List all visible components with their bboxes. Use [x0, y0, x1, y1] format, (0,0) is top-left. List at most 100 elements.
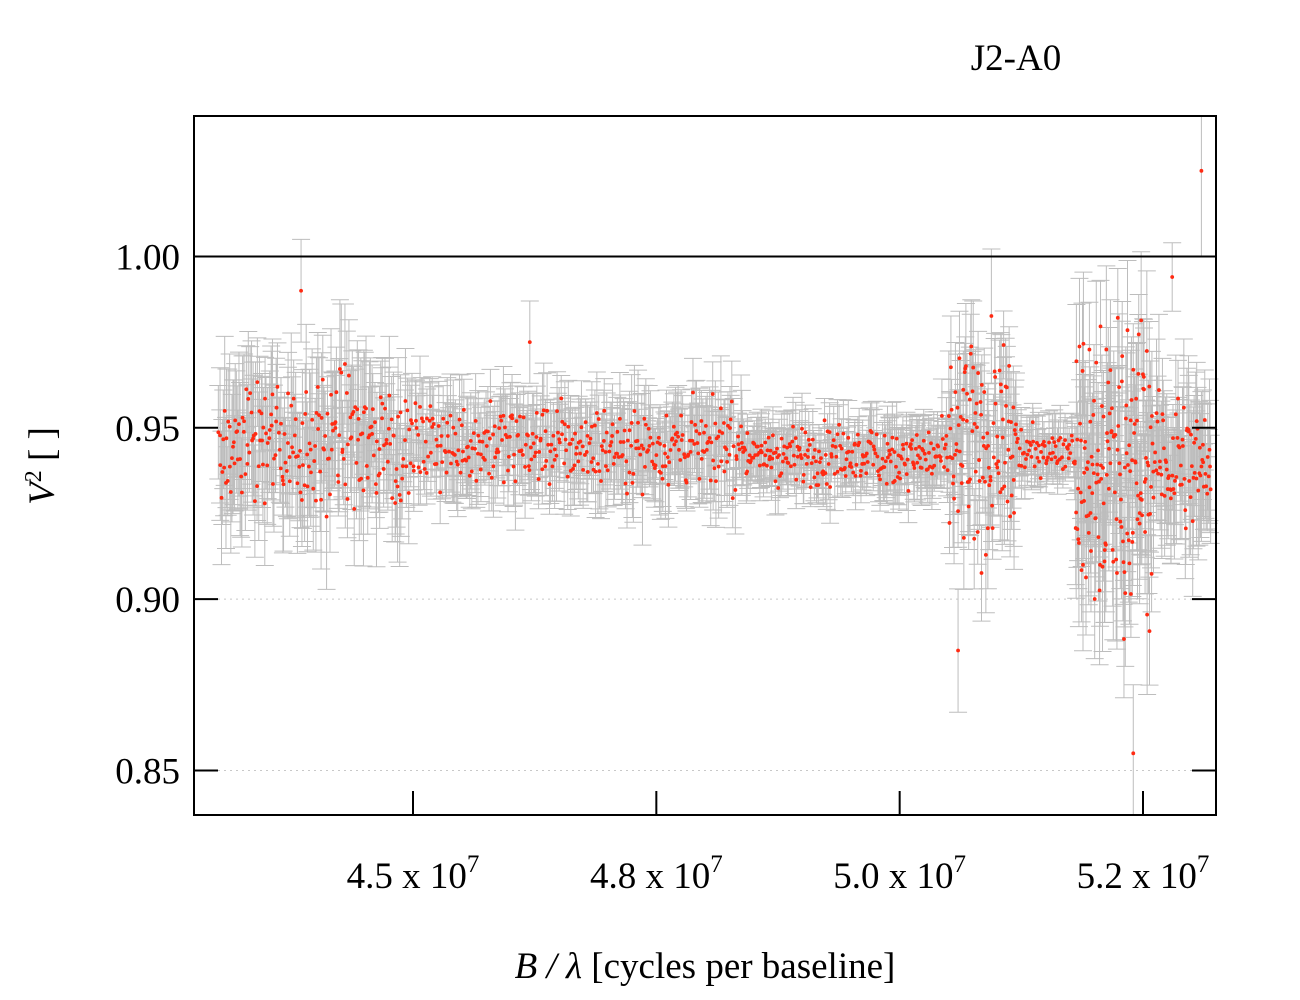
data-point [1130, 530, 1135, 535]
data-point [752, 441, 757, 446]
data-point [697, 431, 702, 436]
data-point [393, 479, 398, 484]
data-point [314, 498, 318, 503]
data-point [1205, 491, 1210, 496]
data-point [227, 424, 232, 429]
data-point [672, 442, 677, 447]
data-point [1001, 417, 1005, 422]
data-point [994, 462, 999, 466]
data-point [745, 469, 750, 474]
data-point [914, 433, 919, 437]
data-point [1125, 328, 1130, 333]
data-point [507, 434, 512, 439]
data-point [459, 423, 464, 428]
data-point [328, 492, 332, 497]
data-point [954, 442, 959, 446]
data-point [485, 429, 490, 434]
data-point [979, 412, 983, 417]
data-point [530, 431, 535, 436]
data-point [394, 467, 399, 471]
data-point [380, 416, 384, 421]
data-point [343, 362, 347, 366]
data-point [333, 426, 338, 430]
data-point [287, 455, 292, 459]
data-point [436, 424, 441, 428]
data-point [962, 370, 967, 375]
data-point [1047, 440, 1051, 445]
data-point [671, 424, 676, 429]
data-point [516, 432, 521, 437]
data-point [975, 425, 979, 430]
data-point [943, 442, 948, 447]
data-point [926, 430, 931, 435]
data-point [878, 477, 882, 482]
data-point [414, 426, 419, 430]
data-point [281, 482, 286, 487]
data-point [447, 449, 451, 454]
data-point [578, 439, 583, 444]
data-point [1096, 535, 1101, 540]
data-point [239, 474, 244, 479]
data-point [846, 449, 851, 454]
data-point [416, 432, 421, 437]
data-point [1109, 406, 1114, 411]
data-point [252, 499, 257, 503]
data-point [253, 431, 258, 436]
data-point [615, 451, 619, 456]
data-point [274, 419, 279, 424]
data-point [421, 459, 426, 464]
data-point [425, 416, 429, 421]
data-point [872, 447, 877, 452]
data-point [1116, 424, 1121, 428]
data-point [805, 448, 810, 453]
data-point [1134, 396, 1139, 401]
data-point [618, 440, 623, 444]
data-point [398, 410, 403, 415]
data-point [1171, 436, 1175, 441]
data-point [506, 468, 510, 473]
data-point [948, 426, 953, 431]
data-point [707, 436, 712, 440]
data-point [1104, 473, 1109, 477]
data-point [779, 471, 784, 476]
data-point [410, 421, 414, 426]
data-point [939, 459, 943, 463]
data-point [775, 446, 779, 451]
data-point [427, 418, 432, 423]
data-point [610, 434, 615, 438]
data-point [648, 435, 653, 440]
data-point [625, 438, 630, 443]
data-point [898, 476, 902, 481]
data-point [271, 482, 275, 486]
data-point [667, 460, 672, 465]
data-point [936, 444, 941, 449]
data-point [418, 404, 422, 409]
data-point [646, 448, 650, 453]
data-point [290, 445, 294, 450]
data-point [348, 415, 353, 420]
data-point [265, 441, 270, 445]
data-point [699, 456, 704, 461]
data-point [496, 450, 501, 454]
data-point [1179, 482, 1184, 487]
data-point [587, 441, 592, 446]
data-point [938, 455, 943, 460]
data-point [311, 486, 316, 491]
data-point [574, 451, 579, 456]
data-point [1151, 469, 1156, 474]
chart-title: J2-A0 [971, 38, 1061, 79]
data-point [1194, 476, 1199, 481]
data-point [1035, 441, 1039, 445]
data-point [411, 468, 416, 473]
data-point [574, 445, 579, 450]
data-point [329, 392, 333, 397]
data-point [416, 465, 421, 470]
data-point [983, 479, 987, 484]
data-point [718, 406, 723, 411]
data-point [1208, 487, 1213, 492]
data-point [389, 417, 394, 422]
data-point [1091, 471, 1096, 475]
data-point [314, 411, 319, 415]
data-point [1002, 484, 1007, 489]
data-point [327, 456, 331, 461]
